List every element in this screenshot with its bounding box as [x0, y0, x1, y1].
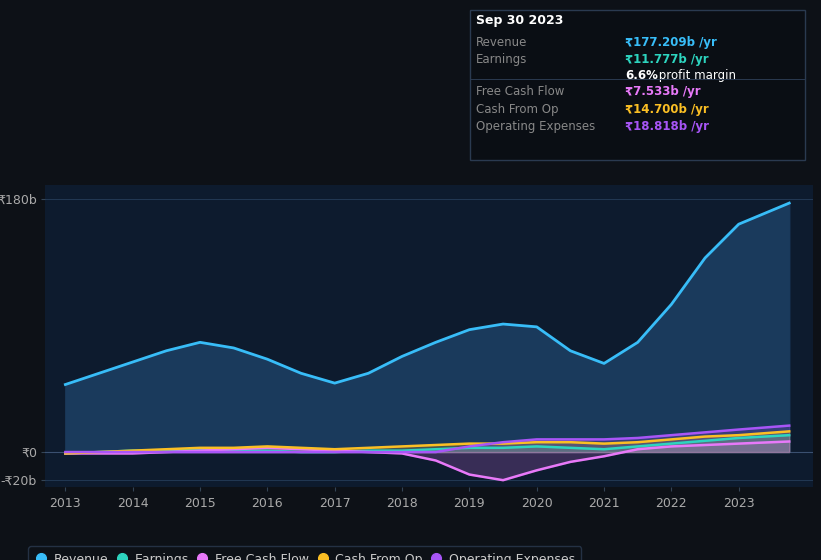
- Text: ₹177.209b /yr: ₹177.209b /yr: [625, 36, 717, 49]
- Text: profit margin: profit margin: [655, 69, 736, 82]
- Legend: Revenue, Earnings, Free Cash Flow, Cash From Op, Operating Expenses: Revenue, Earnings, Free Cash Flow, Cash …: [29, 547, 581, 560]
- Text: Earnings: Earnings: [476, 53, 527, 66]
- Text: Free Cash Flow: Free Cash Flow: [476, 85, 564, 98]
- Text: Cash From Op: Cash From Op: [476, 103, 558, 116]
- Text: ₹14.700b /yr: ₹14.700b /yr: [625, 103, 709, 116]
- Text: Revenue: Revenue: [476, 36, 527, 49]
- Text: 6.6%: 6.6%: [625, 69, 658, 82]
- Text: ₹18.818b /yr: ₹18.818b /yr: [625, 120, 709, 133]
- Text: Operating Expenses: Operating Expenses: [476, 120, 595, 133]
- Text: ₹11.777b /yr: ₹11.777b /yr: [625, 53, 709, 66]
- Text: Sep 30 2023: Sep 30 2023: [476, 14, 563, 27]
- Text: ₹7.533b /yr: ₹7.533b /yr: [625, 85, 700, 98]
